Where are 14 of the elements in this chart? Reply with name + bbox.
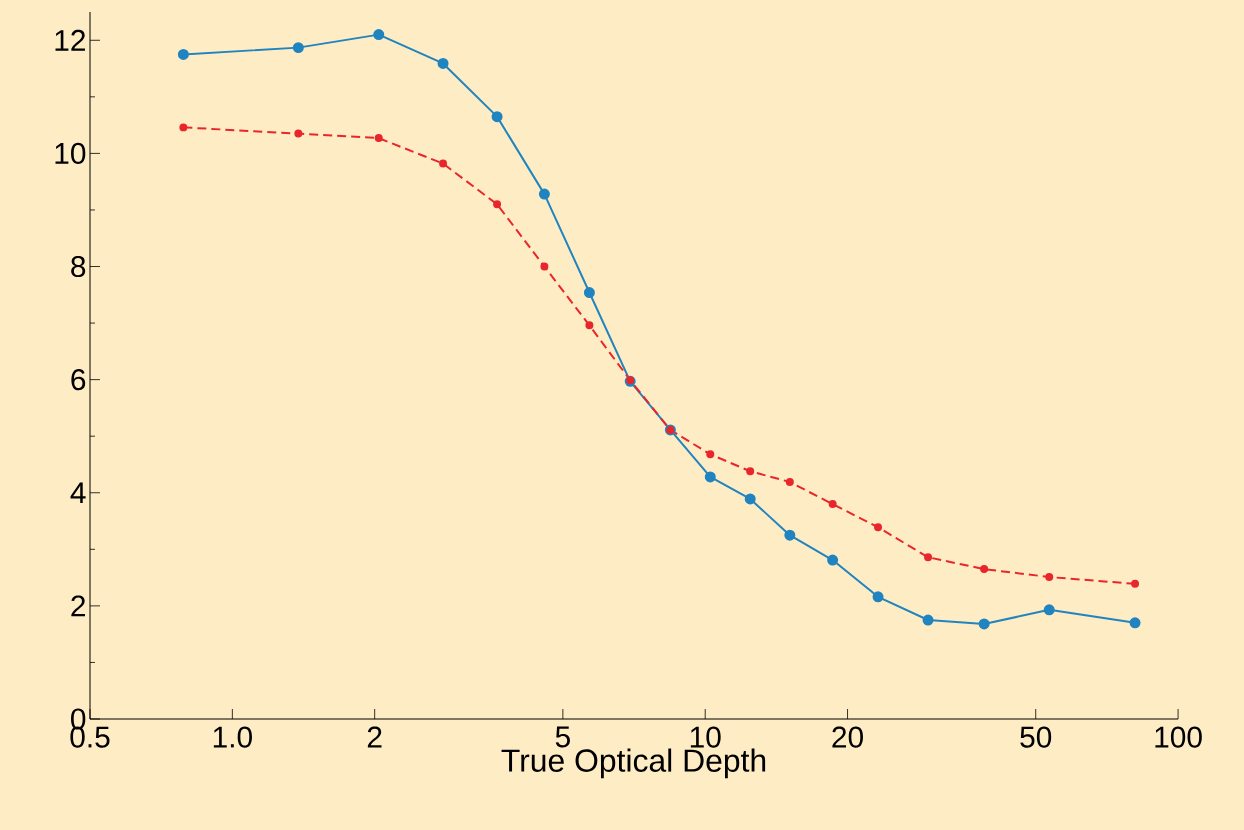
x-tick-label: 2 — [367, 726, 382, 748]
x-tick-label: 50 — [1020, 726, 1052, 748]
y-tick-label: 12 — [55, 29, 85, 51]
x-tick-label: 20 — [832, 726, 863, 748]
y-tick-label: 8 — [71, 255, 86, 278]
y-tick-label: 2 — [71, 595, 85, 617]
y-tick-label: 4 — [70, 482, 86, 504]
x-tick-label: 10 — [690, 726, 721, 748]
x-tick-label: 1.0 — [213, 726, 252, 748]
x-tick-label: 5 — [555, 726, 570, 748]
x-tick-label: 100 — [1155, 726, 1202, 748]
y-tick-label: 10 — [55, 142, 86, 164]
y-tick-label: 6 — [71, 369, 86, 391]
x-axis-title: True Optical Depth — [501, 748, 766, 779]
